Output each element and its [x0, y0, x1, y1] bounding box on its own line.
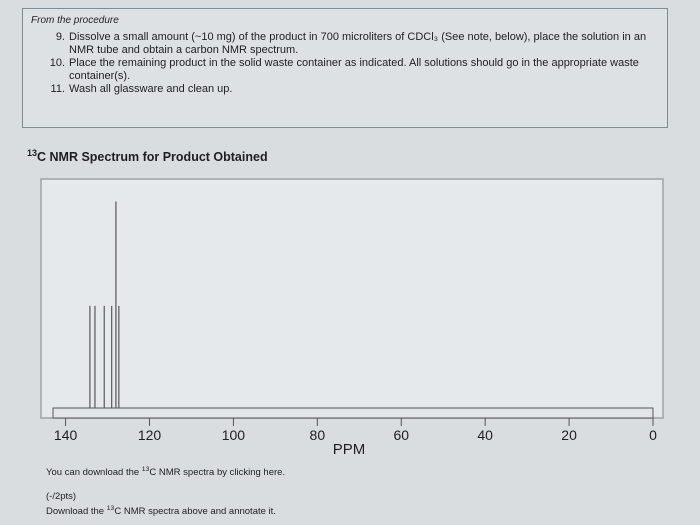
annotate-superscript: 13	[106, 505, 115, 512]
procedure-step: 9. Dissolve a small amount (~10 mg) of t…	[23, 31, 659, 57]
annotate-prefix: Download the	[46, 506, 107, 518]
x-tick-label: 40	[477, 427, 493, 443]
download-suffix: C NMR spectra by clicking here.	[149, 467, 286, 479]
spectrum-title-text: C NMR Spectrum for Product Obtained	[37, 150, 268, 165]
annotate-instruction: Download the 13C NMR spectra above and a…	[46, 505, 276, 517]
x-tick-label: 60	[393, 427, 409, 443]
step-line: NMR tube and obtain a carbon NMR spectru…	[69, 44, 299, 56]
points-label: (-/2pts)	[46, 491, 77, 502]
step-number: 11.	[50, 83, 65, 95]
x-tick-label: 100	[222, 427, 246, 443]
procedure-heading: From the procedure	[31, 15, 119, 26]
procedure-box: From the procedure 9. Dissolve a small a…	[22, 8, 668, 128]
chart-frame	[40, 178, 664, 419]
x-tick-label: 120	[138, 427, 162, 443]
x-tick-label: 140	[54, 427, 78, 443]
x-axis-band	[52, 407, 654, 419]
isotope-superscript: 13	[27, 148, 38, 158]
step-line: Place the remaining product in the solid…	[69, 57, 639, 69]
step-number: 10.	[49, 57, 65, 69]
spectrum-title: 13C NMR Spectrum for Product Obtained	[27, 148, 268, 164]
step-line: container(s).	[69, 70, 131, 82]
peaks-layer	[89, 201, 120, 408]
x-ticks: 140 120 100 80 60 40 20 0	[54, 418, 657, 443]
step-line: Wash all glassware and clean up.	[69, 83, 233, 95]
x-tick-label: 80	[310, 427, 326, 443]
step-line: Dissolve a small amount (~10 mg) of the …	[69, 31, 647, 43]
x-tick-label: 20	[561, 427, 577, 443]
annotate-suffix: C NMR spectra above and annotate it.	[114, 506, 276, 518]
download-prefix: You can download the	[46, 467, 142, 479]
procedure-step: 11. Wash all glassware and clean up.	[23, 83, 659, 96]
procedure-steps: 9. Dissolve a small amount (~10 mg) of t…	[23, 31, 659, 96]
x-tick-label: 0	[649, 427, 657, 443]
step-number: 9.	[55, 31, 65, 43]
nmr-spectrum-chart: 140 120 100 80 60 40 20 0 PPM	[40, 178, 664, 458]
x-axis-label: PPM	[333, 441, 366, 458]
download-note[interactable]: You can download the 13C NMR spectra by …	[46, 466, 285, 478]
procedure-step: 10. Place the remaining product in the s…	[23, 57, 659, 83]
download-superscript: 13	[141, 466, 150, 473]
